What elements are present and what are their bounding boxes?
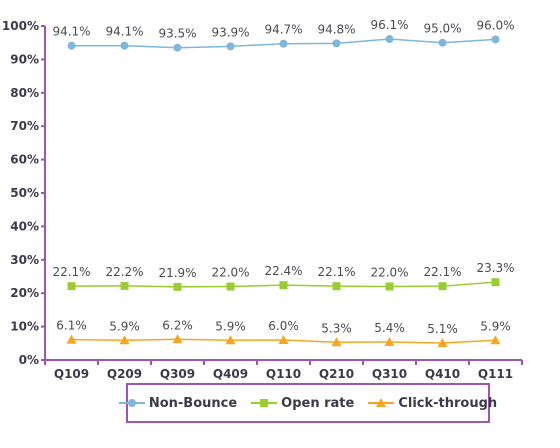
data-point [490,335,501,345]
data-point [438,282,447,291]
data-point [437,337,448,347]
y-tick-label: 0% [19,353,39,367]
series-non-bounce: 94.1% 94.1% 93.5% 93.9% 94.7% 94.8% 96.1% 95.0%… [52,18,515,52]
y-tick-label: 60% [10,153,39,167]
data-point [331,337,342,347]
data-point [384,336,395,346]
data-point [491,278,500,287]
data-label: 22.2% [105,265,143,279]
data-label: 96.1% [370,18,408,32]
data-label: 5.9% [215,319,246,333]
data-label: 22.1% [423,265,461,279]
y-tick-label: 70% [10,119,39,133]
data-point [279,281,288,290]
y-axis-ticks: 0% 10% 20% 30% 40% 50% 60% 70% 80% 90% 100% [2,19,45,367]
data-point [173,43,182,52]
x-tick-label: Q410 [425,367,460,380]
data-label: 5.3% [321,321,352,335]
legend-item-click-through: Click-through [368,396,497,411]
y-tick-label: 40% [10,219,39,233]
data-label: 94.1% [105,25,143,39]
data-label: 94.7% [264,23,302,37]
y-tick-label: 90% [10,52,39,66]
data-point [66,334,77,344]
legend-marker-circle [118,399,145,407]
y-tick-label: 80% [10,86,39,100]
line-chart: 0% 10% 20% 30% 40% 50% 60% 70% 80% 90% 100% Q109 Q2… [2,18,523,380]
x-tick-label: Q209 [107,367,142,380]
data-point [225,335,236,345]
data-label: 5.9% [109,319,140,333]
legend-label-open-rate: Open rate [281,395,355,411]
data-label: 96.0% [476,18,514,32]
x-tick-label: Q310 [372,367,407,380]
data-label: 94.1% [52,25,90,39]
data-point [119,335,130,345]
chart-axes [44,26,522,361]
data-label: 6.0% [268,319,299,333]
data-label: 5.9% [480,319,511,333]
legend-item-non-bounce: Non-Bounce [118,395,238,411]
y-tick-label: 10% [10,320,39,334]
data-label: 23.3% [476,261,514,275]
data-point [173,282,182,291]
data-label: 5.4% [374,321,405,335]
data-point [67,41,76,50]
x-tick-label: Q309 [160,367,195,380]
data-label: 22.1% [52,265,90,279]
x-tick-label: Q109 [54,367,89,380]
data-point [332,39,341,48]
data-label: 6.2% [162,318,193,332]
data-label: 94.8% [317,22,355,36]
data-label: 22.0% [211,266,249,280]
series-click-through: 6.1% 5.9% 6.2% 5.9% 6.0% 5.3% 5.4% 5.1% 5.9% [56,318,511,347]
data-label: 93.5% [158,27,196,41]
data-point [226,282,235,291]
data-label: 21.9% [158,266,196,280]
x-tick-label: Q111 [478,367,513,380]
x-tick-label: Q110 [266,367,301,380]
legend-label-click-through: Click-through [398,395,498,411]
data-label: 5.1% [427,322,458,336]
data-point [67,282,76,291]
y-tick-label: 30% [10,253,39,267]
data-point [491,35,500,44]
data-point [385,282,394,291]
data-point [172,334,183,344]
y-tick-label: 20% [10,286,39,300]
x-tick-label: Q409 [213,367,248,380]
data-point [278,334,289,344]
data-point [120,41,129,50]
series-open-rate: 22.1% 22.2% 21.9% 22.0% 22.4% 22.1% 22.0% 22.1%… [52,261,515,291]
y-tick-label: 50% [10,186,39,200]
data-label: 22.0% [370,266,408,280]
legend-marker-triangle [368,398,395,407]
chart-series: 94.1% 94.1% 93.5% 93.9% 94.7% 94.8% 96.1% 95.0%… [52,18,515,347]
data-label: 22.1% [317,265,355,279]
data-label: 95.0% [423,22,461,36]
x-axis-ticks: Q109 Q209 Q309 Q409 Q110 Q210 Q310 Q410 Q111 [44,360,523,380]
data-label: 22.4% [264,264,302,278]
legend-item-open-rate: Open rate [251,396,354,411]
data-point [120,281,129,290]
data-point [279,39,288,48]
data-point [385,35,394,44]
data-point [226,42,235,51]
chart-legend: Non-Bounce Open rate Click-through [118,383,497,423]
legend-marker-square [251,399,278,407]
data-point [438,38,447,47]
y-tick-label: 100% [2,19,39,33]
data-label: 93.9% [211,25,249,39]
x-tick-label: Q210 [319,367,354,380]
data-label: 6.1% [56,319,87,333]
data-point [332,282,341,291]
legend-label-non-bounce: Non-Bounce [148,395,238,411]
